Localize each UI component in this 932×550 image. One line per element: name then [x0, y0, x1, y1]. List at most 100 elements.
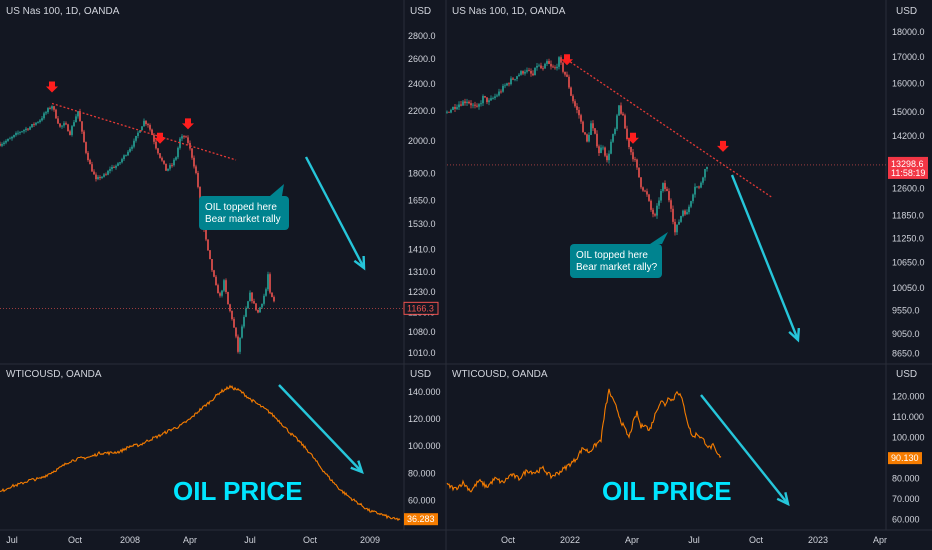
resistance-trendline	[566, 59, 773, 198]
candle-body	[596, 133, 598, 147]
candle-body	[121, 159, 123, 163]
candle-body	[113, 167, 115, 168]
candle-body	[520, 71, 522, 75]
candle-body	[486, 97, 488, 103]
candle-body	[23, 130, 25, 132]
candle-body	[171, 165, 173, 166]
callout-right-pointer	[650, 232, 668, 244]
candle-body	[59, 123, 61, 127]
candle-body	[79, 111, 81, 122]
candle-body	[145, 120, 147, 125]
x-tick-label: Oct	[303, 535, 318, 545]
candle-body	[69, 131, 71, 135]
candle-body	[223, 280, 225, 291]
candle-body	[508, 83, 510, 85]
y-tick-label: 2600.0	[408, 54, 436, 64]
candle-body	[658, 200, 660, 206]
candle-body	[526, 70, 528, 72]
candle-body	[17, 132, 19, 134]
peak-arrow-marker	[46, 81, 58, 93]
candle-body	[530, 70, 532, 74]
candle-body	[564, 71, 566, 75]
candle-body	[682, 210, 684, 217]
candle-body	[652, 209, 654, 215]
x-tick-label: Apr	[625, 535, 639, 545]
callout-left-text: OIL topped here	[205, 202, 277, 213]
y-tick-label: 120.000	[892, 392, 925, 402]
down-trend-arrow	[278, 384, 363, 473]
candle-body	[590, 123, 592, 135]
oil-price-line	[446, 388, 722, 493]
candle-body	[85, 142, 87, 153]
candle-body	[578, 109, 580, 116]
candle-body	[630, 147, 632, 153]
candle-body	[706, 167, 708, 170]
candle-body	[474, 104, 476, 106]
last-price-time-label: 11:58:19	[891, 168, 925, 178]
candle-body	[235, 327, 237, 337]
candle-body	[117, 163, 119, 166]
candle-body	[464, 101, 466, 104]
candle-body	[249, 292, 251, 302]
y-tick-label: 70.000	[892, 494, 920, 504]
x-tick-label: 2023	[808, 535, 828, 545]
candle-body	[528, 70, 530, 72]
candle-body	[660, 190, 662, 201]
candle-body	[500, 91, 502, 93]
candle-body	[476, 105, 478, 107]
candle-body	[698, 186, 700, 188]
candle-body	[668, 191, 670, 201]
candle-body	[103, 174, 105, 177]
x-tick-label: Apr	[873, 535, 887, 545]
candle-body	[37, 122, 39, 123]
candle-body	[516, 76, 518, 80]
candle-body	[536, 65, 538, 68]
candle-body	[606, 155, 608, 161]
candle-body	[261, 303, 263, 308]
candle-body	[51, 106, 53, 109]
candle-body	[241, 326, 243, 338]
candle-body	[185, 136, 187, 138]
candle-body	[169, 165, 171, 169]
axis-unit-nas-left: USD	[410, 6, 432, 17]
y-tick-label: 80.000	[892, 474, 920, 484]
candle-body	[49, 108, 51, 109]
last-value-label: 90.130	[891, 453, 919, 463]
callout-right-text: Bear market rally?	[576, 262, 658, 273]
candle-body	[87, 152, 89, 161]
candle-body	[89, 160, 91, 165]
y-tick-label: 1650.0	[408, 196, 436, 206]
candle-body	[618, 105, 620, 116]
candle-body	[496, 95, 498, 97]
candle-body	[1, 144, 3, 146]
candle-body	[558, 57, 560, 67]
candle-body	[610, 141, 612, 154]
candle-body	[542, 68, 544, 70]
candle-body	[63, 123, 65, 126]
x-tick-label: Oct	[501, 535, 516, 545]
candle-body	[598, 146, 600, 154]
y-tick-label: 1080.0	[408, 327, 436, 337]
candle-body	[67, 124, 69, 132]
panel-title-oil-left: WTICOUSD, OANDA	[6, 369, 102, 380]
candle-body	[263, 295, 265, 304]
candle-body	[506, 83, 508, 86]
y-tick-label: 1530.0	[408, 219, 436, 229]
candle-body	[552, 66, 554, 68]
candle-body	[580, 115, 582, 122]
callout-left-text: Bear market rally	[205, 214, 281, 225]
y-tick-label: 8650.0	[892, 349, 920, 359]
candle-body	[604, 147, 606, 156]
candle-body	[71, 126, 73, 135]
callout-left	[199, 196, 289, 230]
candle-body	[654, 214, 656, 216]
oil-price-label: OIL PRICE	[602, 476, 732, 506]
candle-body	[141, 126, 143, 131]
candle-body	[55, 109, 57, 119]
candle-body	[161, 157, 163, 161]
candle-body	[458, 104, 460, 108]
x-tick-label: 2022	[560, 535, 580, 545]
candle-body	[31, 124, 33, 128]
candle-body	[231, 310, 233, 320]
y-tick-label: 11250.0	[892, 233, 924, 243]
